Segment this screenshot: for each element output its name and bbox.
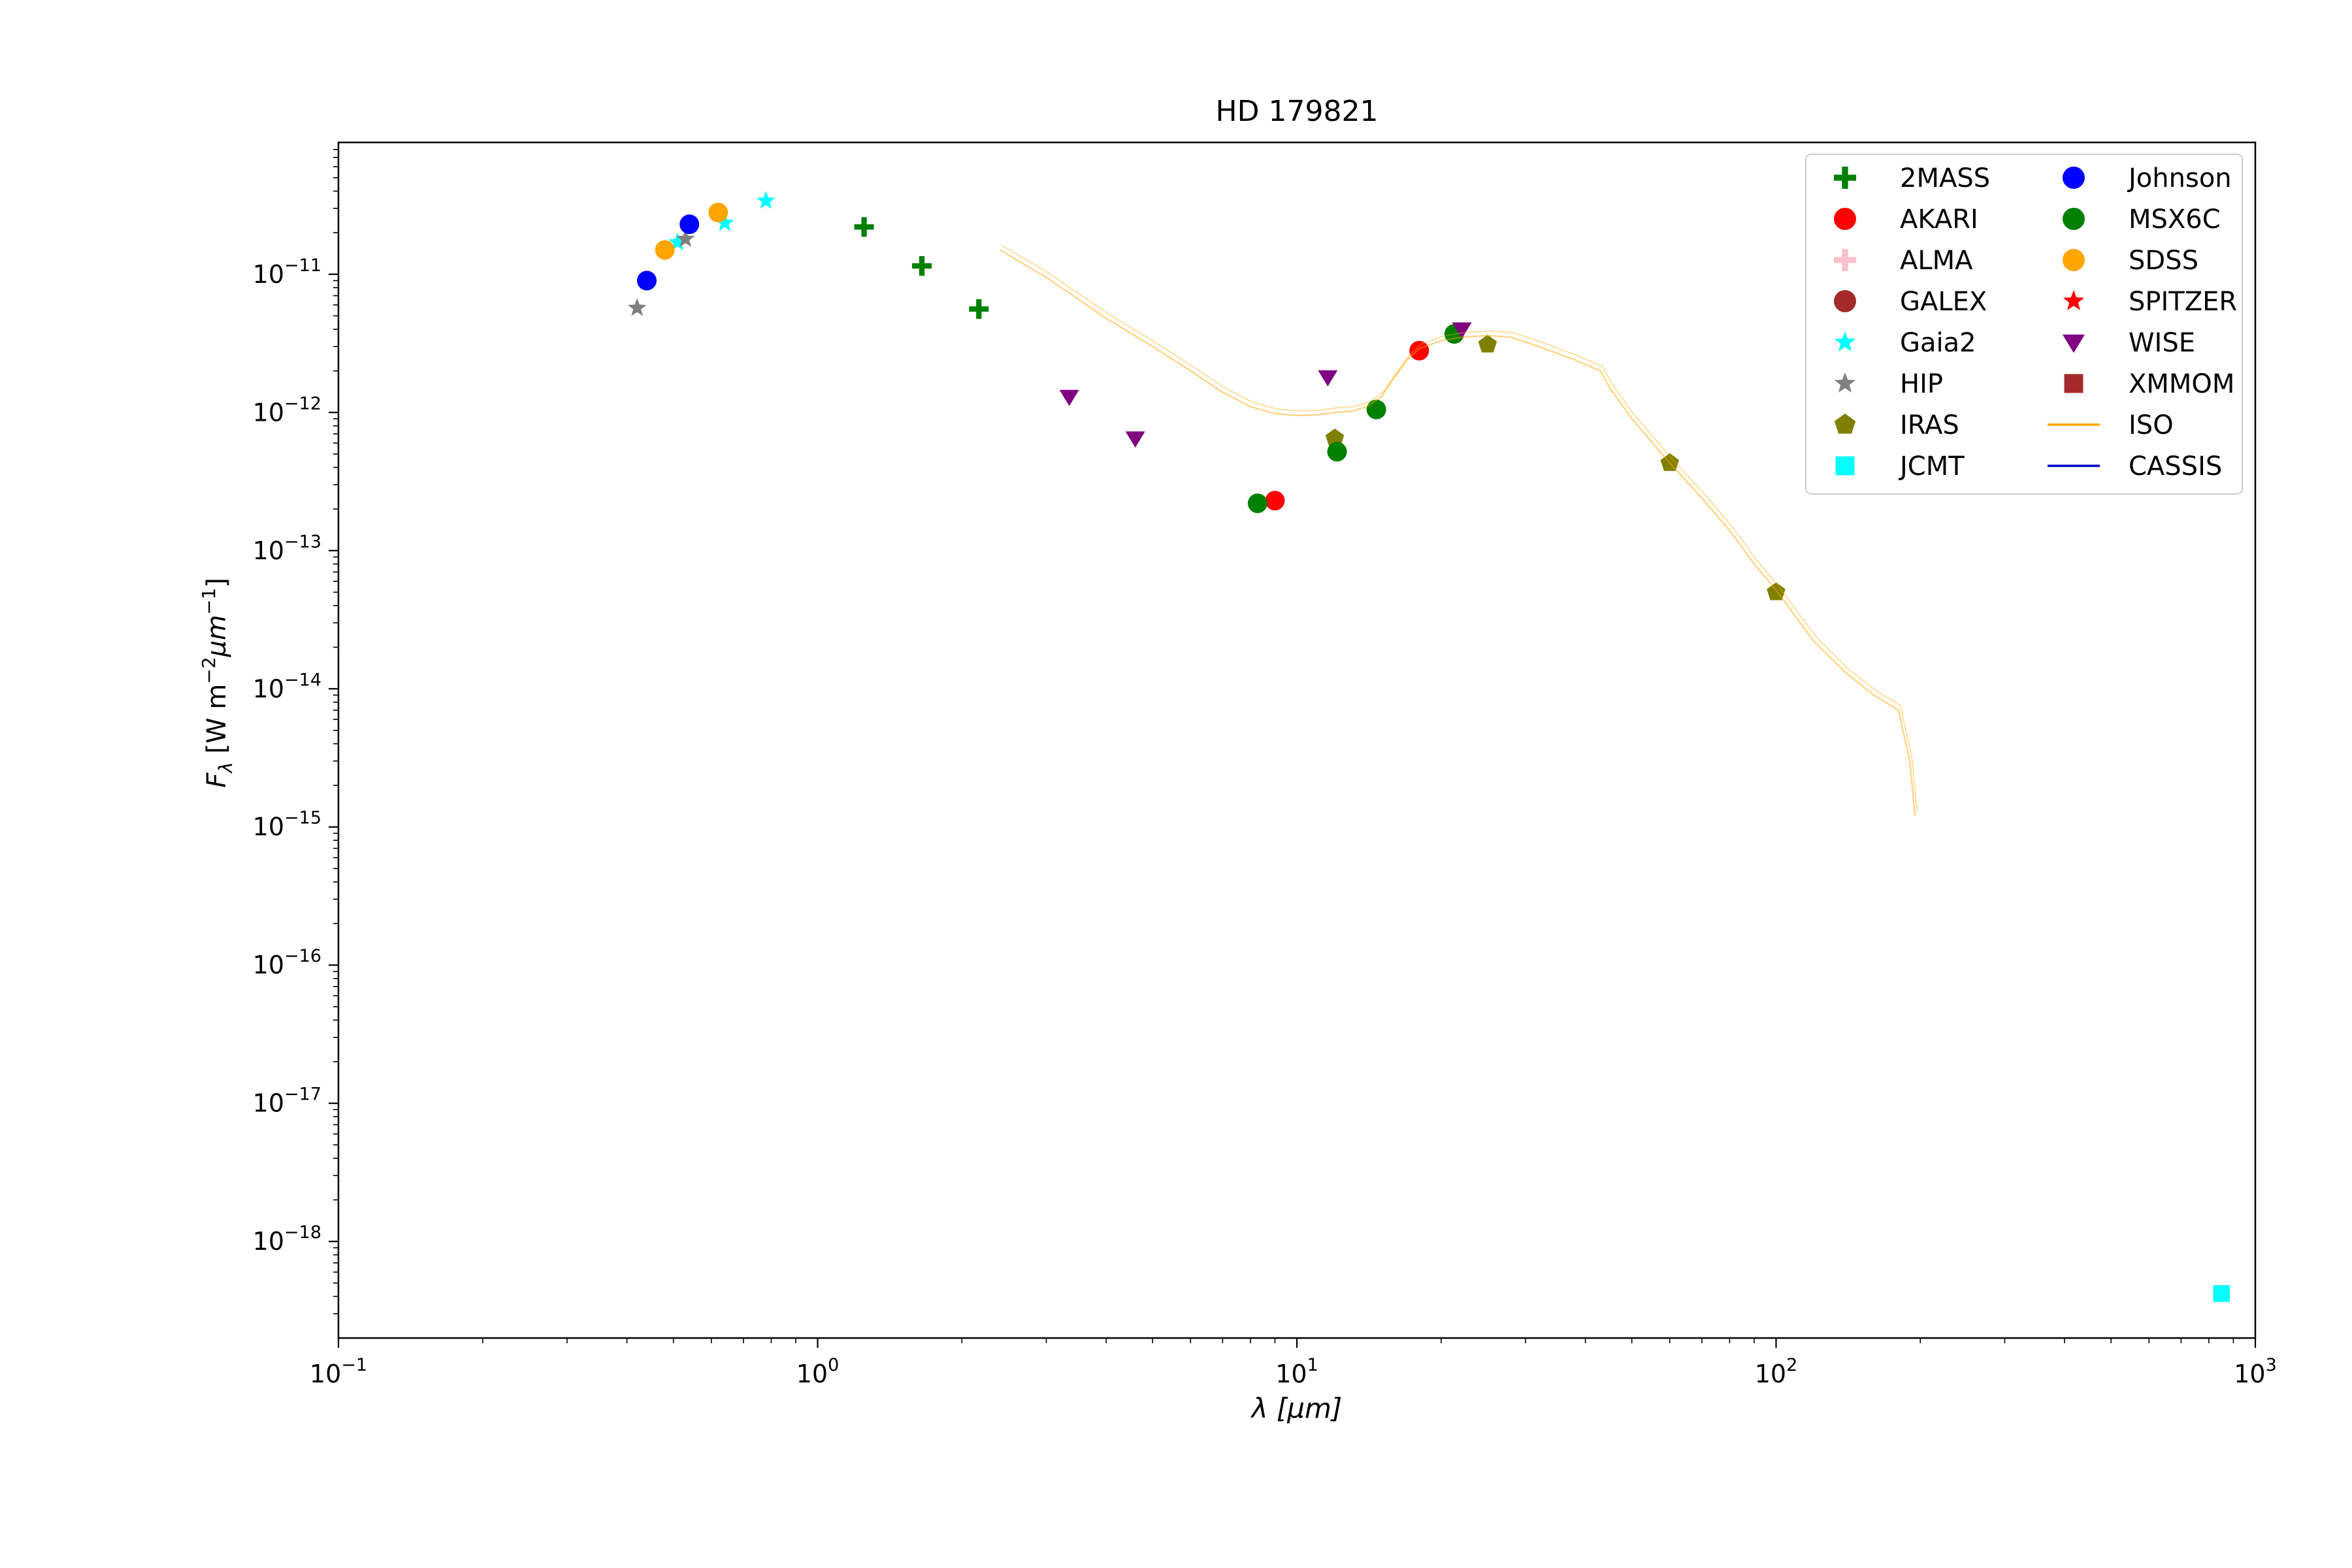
y-tick-label: 10−17 [253,1085,321,1118]
legend-swatch-2mass [1834,167,1856,189]
legend-swatch-sdss [2063,249,2085,271]
legend-label-iras: IRAS [1900,410,1959,440]
series-wise [1059,322,1472,448]
x-tick-label: 102 [1755,1355,1798,1388]
data-point-msx6c [1327,442,1347,462]
legend-label-alma: ALMA [1900,246,1973,276]
legend-swatch-akari [1834,208,1856,230]
series-sdss [655,203,728,260]
legend-label-gaia2: Gaia2 [1900,328,1976,358]
y-tick-label: 10−14 [253,670,321,703]
legend-swatch-msx6c [2063,208,2085,230]
x-tick-label: 100 [796,1355,840,1388]
legend-box [1805,154,2243,495]
series-akari [1265,340,1429,511]
data-point-wise [1452,322,1472,339]
series-iso [999,244,1918,817]
series-jcmt [2213,1285,2230,1302]
legend: 2MASS AKARI ALMA GALEX Gaia2 HIP IRAS JCMT Johns… [1805,154,2243,495]
y-axis-ticks: 10−18 10−17 10−16 10−15 10−14 10−13 10−12 10−11 [253,149,338,1315]
x-tick-label: 101 [1275,1355,1318,1388]
legend-label-2mass: 2MASS [1900,163,1990,193]
legend-swatch-wise [2063,335,2085,353]
data-point-akari [1265,491,1285,511]
y-tick-label: 10−15 [253,808,321,841]
legend-swatch-gaia2 [1834,331,1856,351]
data-point-iras [1478,335,1497,353]
legend-swatch-jcmt [1835,456,1855,476]
legend-swatch-iras [1834,414,1856,434]
legend-label-iso: ISO [2129,410,2174,440]
legend-swatch-xmmom [2064,374,2083,393]
legend-swatch-galex [1834,290,1856,312]
series-line-iso-secondary [1001,244,1918,812]
legend-label-jcmt: JCMT [1898,451,1965,482]
legend-label-hip: HIP [1900,369,1943,399]
legend-label-cassis: CASSIS [2129,451,2222,482]
data-point-msx6c [1247,493,1267,514]
y-tick-label: 10−11 [253,255,321,289]
data-point-2mass [854,217,874,237]
series-2mass [854,217,989,319]
x-axis-ticks: 10−1 100 101 102 103 [310,1338,2277,1388]
data-point-jcmt [2213,1285,2230,1302]
data-point-wise [1125,431,1145,448]
data-point-sdss [655,240,675,260]
data-point-akari [1409,340,1429,361]
data-point-johnson [636,270,657,291]
data-point-wise [1318,370,1338,387]
y-tick-label: 10−12 [253,393,321,427]
series-gaia2 [668,191,776,251]
chart-title: HD 179821 [1216,95,1379,128]
data-point-gaia2 [715,213,734,231]
data-point-wise [1059,389,1079,406]
y-tick-label: 10−16 [253,946,321,979]
legend-label-sdss: SDSS [2129,246,2198,276]
data-point-johnson [679,214,700,235]
legend-swatch-alma [1834,249,1856,272]
data-point-gaia2 [757,191,776,209]
legend-label-johnson: Johnson [2127,163,2232,193]
legend-label-galex: GALEX [1900,287,1987,317]
legend-swatch-hip [1834,372,1856,393]
series-johnson [636,214,700,291]
data-point-msx6c [1366,399,1386,419]
y-tick-label: 10−18 [253,1222,321,1256]
data-point-hip [676,229,695,247]
legend-label-wise: WISE [2129,328,2195,358]
legend-swatch-johnson [2063,167,2085,189]
series-hip [627,229,695,316]
x-tick-label: 10−1 [310,1355,367,1388]
legend-label-xmmom: XMMOM [2129,369,2234,399]
y-axis-label-group: Fλ [W m−2μm−1] [198,578,237,788]
data-point-hip [627,298,647,316]
data-point-gaia2 [668,233,687,251]
x-axis-label: λ [μm] [1250,1392,1343,1424]
data-point-sdss [708,203,728,223]
data-point-2mass [969,299,989,319]
legend-label-msx6c: MSX6C [2129,204,2221,235]
series-line-iso [999,249,1916,817]
legend-label-spitzer: SPITZER [2129,287,2237,317]
y-tick-label: 10−13 [253,532,321,565]
data-point-2mass [912,255,932,276]
data-point-iras [1325,428,1345,446]
legend-label-akari: AKARI [1900,204,1978,235]
y-axis-label: Fλ [W m−2μm−1] [198,578,237,788]
x-tick-label: 103 [2234,1355,2277,1388]
legend-swatch-spitzer [2063,290,2085,310]
